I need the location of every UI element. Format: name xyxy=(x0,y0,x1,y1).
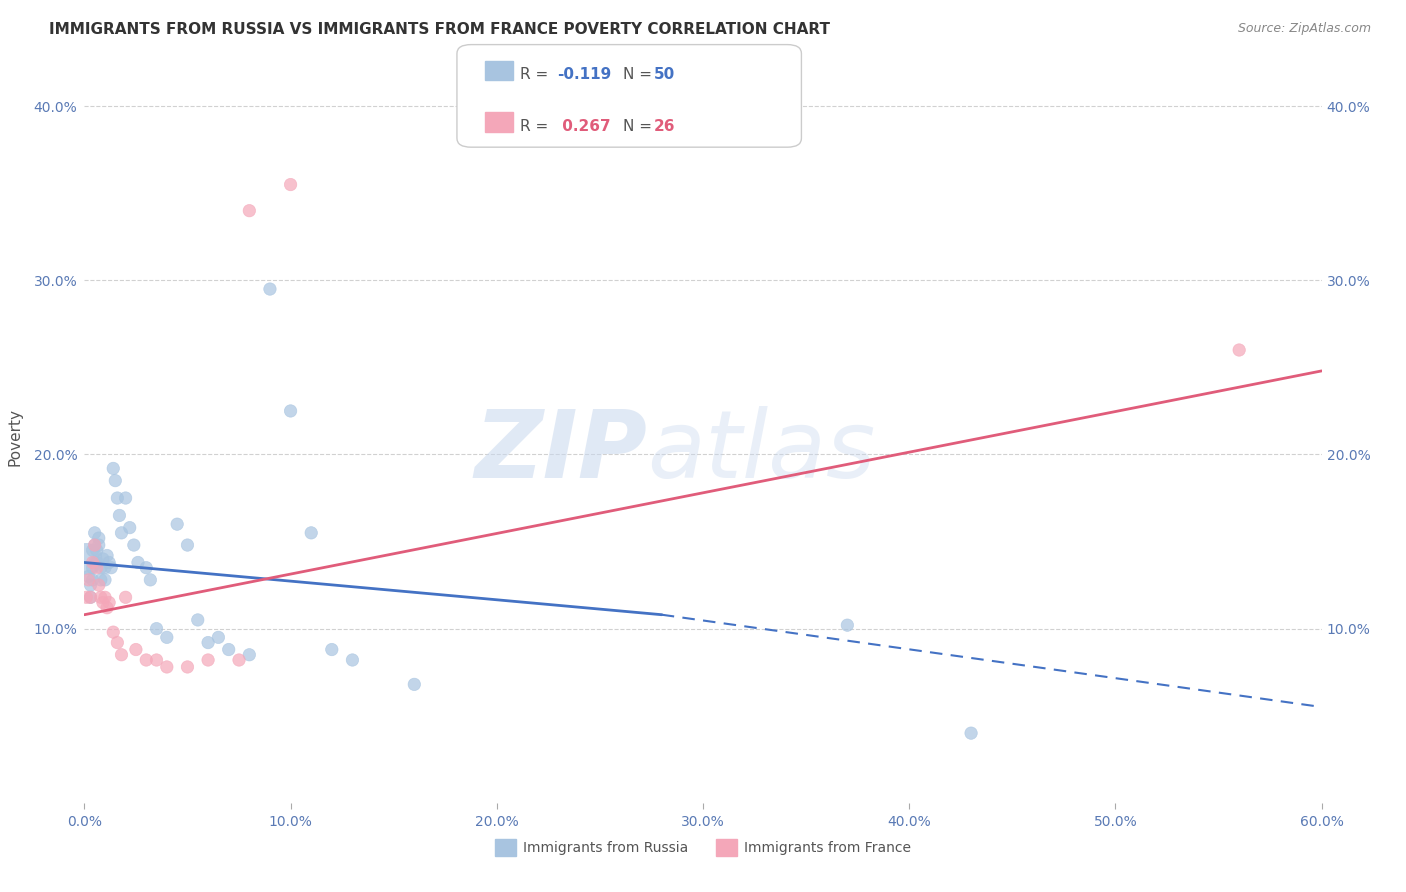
Point xyxy=(127,556,149,570)
Point xyxy=(79,591,101,605)
Point xyxy=(83,525,105,540)
Point xyxy=(228,653,250,667)
Text: 0.267: 0.267 xyxy=(557,119,610,134)
Point xyxy=(110,525,132,540)
Point xyxy=(94,573,117,587)
Point xyxy=(103,625,125,640)
Point xyxy=(86,560,108,574)
Point xyxy=(207,631,229,645)
Text: N =: N = xyxy=(623,119,657,134)
Point xyxy=(114,491,136,505)
Text: Source: ZipAtlas.com: Source: ZipAtlas.com xyxy=(1237,22,1371,36)
Point xyxy=(77,573,100,587)
Point xyxy=(82,560,104,574)
Point xyxy=(87,578,110,592)
Point xyxy=(79,591,101,605)
Point xyxy=(82,543,104,558)
Point xyxy=(104,474,127,488)
Point xyxy=(86,543,108,558)
Point xyxy=(98,556,121,570)
Point xyxy=(91,552,114,566)
Point xyxy=(837,618,859,632)
Point xyxy=(187,613,209,627)
Text: ZIP: ZIP xyxy=(474,406,647,498)
Text: 50: 50 xyxy=(654,67,675,82)
Point xyxy=(118,521,141,535)
Point xyxy=(100,560,122,574)
Point xyxy=(176,538,198,552)
Point xyxy=(75,552,97,566)
Point xyxy=(114,591,136,605)
Point xyxy=(156,631,179,645)
Point xyxy=(166,517,188,532)
Point xyxy=(145,653,167,667)
Point xyxy=(83,538,105,552)
Point xyxy=(122,538,145,552)
Text: 26: 26 xyxy=(654,119,675,134)
Point xyxy=(83,556,105,570)
Point xyxy=(280,404,302,418)
Point xyxy=(90,573,112,587)
Legend: Immigrants from Russia, Immigrants from France: Immigrants from Russia, Immigrants from … xyxy=(489,834,917,862)
Point xyxy=(108,508,131,523)
Point xyxy=(105,491,128,505)
Y-axis label: Poverty: Poverty xyxy=(7,408,22,467)
Text: R =: R = xyxy=(520,119,554,134)
Point xyxy=(176,660,198,674)
Point xyxy=(96,600,118,615)
Point xyxy=(125,642,148,657)
Point xyxy=(87,531,110,545)
Text: IMMIGRANTS FROM RUSSIA VS IMMIGRANTS FROM FRANCE POVERTY CORRELATION CHART: IMMIGRANTS FROM RUSSIA VS IMMIGRANTS FRO… xyxy=(49,22,830,37)
Point xyxy=(259,282,281,296)
Point xyxy=(156,660,179,674)
Point xyxy=(98,595,121,609)
Point xyxy=(103,461,125,475)
Point xyxy=(82,573,104,587)
Point xyxy=(77,569,100,583)
Point xyxy=(90,560,112,574)
Point xyxy=(238,648,260,662)
Point xyxy=(83,538,105,552)
Point xyxy=(135,653,157,667)
Text: N =: N = xyxy=(623,67,657,82)
Point xyxy=(94,560,117,574)
Point xyxy=(321,642,343,657)
Point xyxy=(86,556,108,570)
Text: atlas: atlas xyxy=(647,406,876,497)
Point xyxy=(91,595,114,609)
Point xyxy=(1227,343,1250,357)
Point xyxy=(197,635,219,649)
Point xyxy=(105,635,128,649)
Point xyxy=(82,556,104,570)
Point xyxy=(960,726,983,740)
Point xyxy=(94,591,117,605)
Point xyxy=(299,525,322,540)
Point xyxy=(145,622,167,636)
Point xyxy=(87,538,110,552)
Point xyxy=(79,578,101,592)
Text: -0.119: -0.119 xyxy=(557,67,612,82)
Point xyxy=(135,560,157,574)
Point xyxy=(342,653,364,667)
Point xyxy=(218,642,240,657)
Point xyxy=(404,677,426,691)
Point xyxy=(96,549,118,563)
Point xyxy=(75,591,97,605)
Text: R =: R = xyxy=(520,67,554,82)
Point xyxy=(238,203,260,218)
Point xyxy=(90,591,112,605)
Point xyxy=(197,653,219,667)
Point xyxy=(110,648,132,662)
Point xyxy=(139,573,162,587)
Point xyxy=(280,178,302,192)
